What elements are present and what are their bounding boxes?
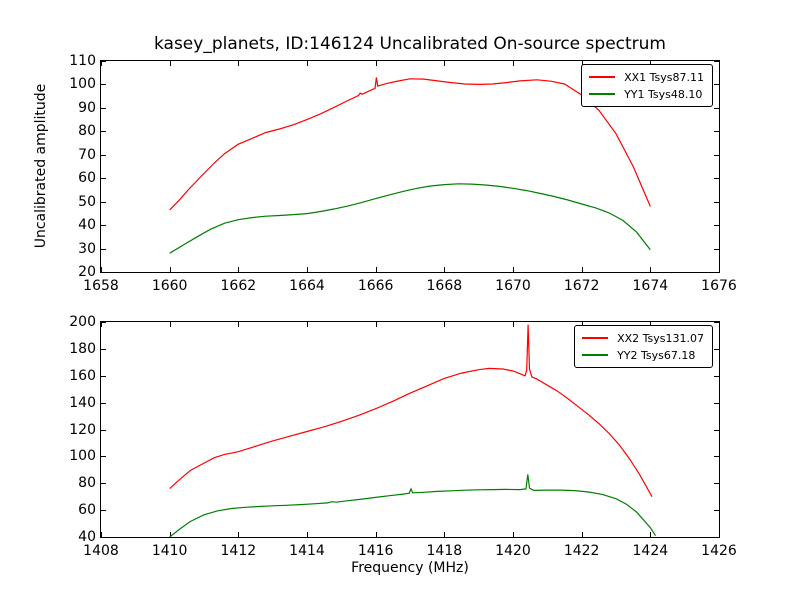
y-tick-label: 50: [78, 193, 96, 210]
y-tick-label: 120: [69, 421, 96, 438]
x-tick-label: 1412: [220, 543, 257, 559]
legend-line-swatch-xx2: [582, 337, 609, 339]
y-tick-label: 80: [78, 475, 96, 492]
y-tick-label: 160: [69, 367, 96, 384]
x-axis-label: Frequency (MHz): [351, 560, 469, 576]
y-tick-label: 100: [69, 76, 96, 93]
bottom-subplot-canvas: [101, 322, 719, 537]
x-tick-label: 1662: [220, 278, 257, 294]
x-tick-label: 1676: [701, 278, 737, 294]
x-tick-label: 1426: [701, 543, 737, 559]
series-line-YY1: [169, 183, 651, 254]
y-tick-label: 80: [78, 123, 96, 140]
y-tick-label: 40: [78, 217, 96, 234]
y-tick-label: 100: [69, 448, 96, 465]
x-tick-label: 1422: [563, 543, 600, 559]
x-tick-label: 1408: [83, 543, 119, 559]
series-line-XX2: [169, 324, 653, 497]
y-tick-label: 90: [78, 99, 96, 116]
y-tick-label: 20: [78, 264, 96, 280]
y-tick-label: 30: [78, 240, 96, 257]
y-tick-label: 110: [69, 53, 96, 69]
x-tick-label: 1420: [495, 543, 531, 559]
legend-label-yy1: YY1 Tsys48.10: [624, 87, 703, 101]
legend-item: XX2 Tsys131.07: [582, 330, 704, 346]
y-tick-label: 180: [69, 340, 96, 357]
legend-line-swatch-yy1: [589, 93, 616, 95]
x-tick-label: 1670: [495, 278, 531, 294]
legend-item: YY2 Tsys67.18: [582, 347, 704, 363]
x-tick-label: 1666: [357, 278, 394, 294]
top-subplot-canvas: [101, 61, 719, 272]
legend-label-xx1: XX1 Tsys87.11: [624, 70, 704, 84]
x-tick-label: 1418: [426, 543, 463, 559]
x-tick-label: 1658: [83, 278, 119, 294]
y-tick-label: 60: [78, 170, 96, 187]
legend-item: YY1 Tsys48.10: [589, 86, 704, 102]
x-tick-label: 1664: [289, 278, 325, 294]
y-tick-label: 40: [78, 529, 96, 545]
y-tick-label: 60: [78, 502, 96, 519]
x-tick-label: 1674: [632, 278, 669, 294]
x-tick-label: 1660: [151, 278, 188, 294]
y-tick-label: 200: [69, 314, 96, 330]
series-line-XX1: [169, 77, 651, 211]
legend-top: XX1 Tsys87.11 YY1 Tsys48.10: [581, 64, 713, 107]
legend-label-yy2: YY2 Tsys67.18: [617, 348, 696, 362]
x-tick-label: 1410: [151, 543, 188, 559]
legend-line-swatch-yy2: [582, 354, 609, 356]
legend-item: XX1 Tsys87.11: [589, 69, 704, 85]
x-tick-label: 1424: [632, 543, 669, 559]
x-tick-label: 1672: [563, 278, 600, 294]
plot-title: kasey_planets, ID:146124 Uncalibrated On…: [153, 34, 666, 54]
legend-bottom: XX2 Tsys131.07 YY2 Tsys67.18: [574, 325, 713, 368]
x-tick-label: 1668: [426, 278, 463, 294]
series-line-YY2: [169, 474, 657, 537]
x-tick-label: 1414: [289, 543, 325, 559]
x-tick-label: 1416: [357, 543, 394, 559]
legend-label-xx2: XX2 Tsys131.07: [617, 331, 704, 345]
legend-line-swatch-xx1: [589, 76, 616, 78]
y-tick-label: 70: [78, 146, 96, 163]
y-tick-label: 140: [69, 394, 96, 411]
